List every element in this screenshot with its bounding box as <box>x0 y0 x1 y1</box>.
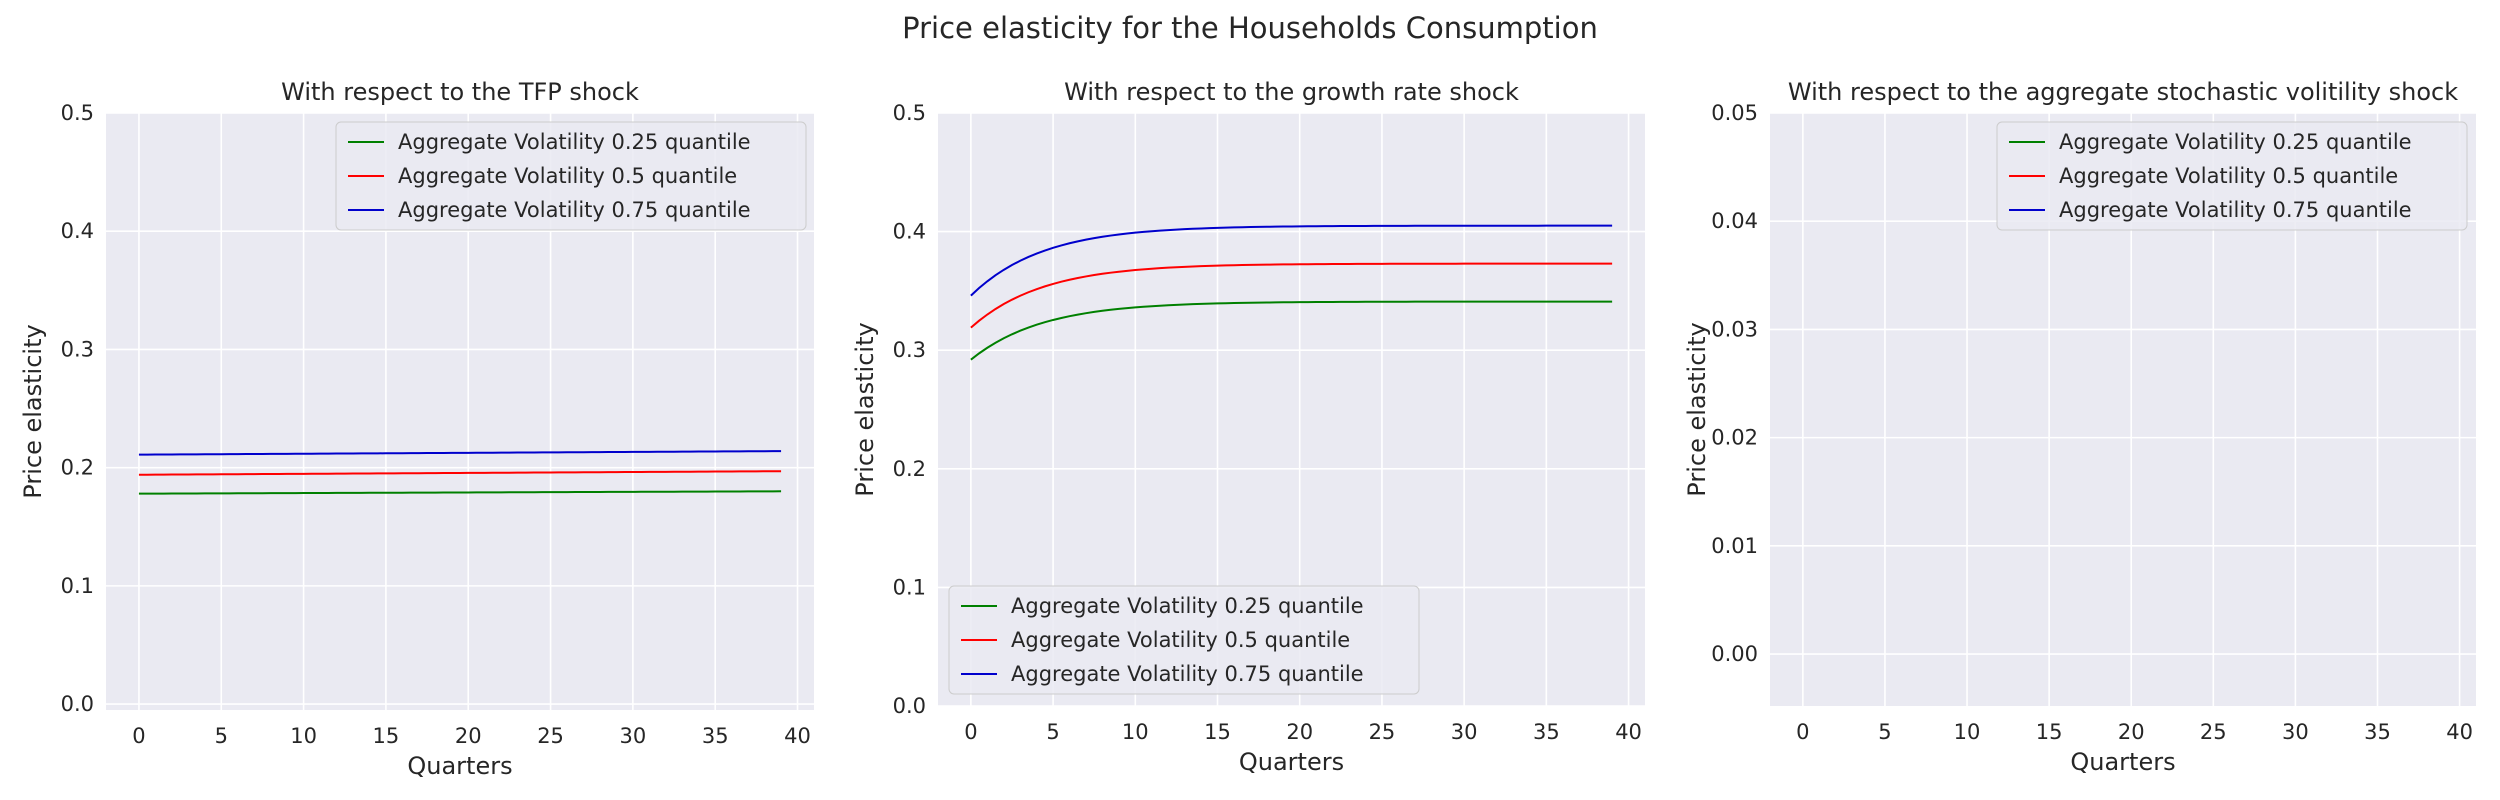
chart-panel-3: 0 5 10 15 20 25 30 35 40 0.00 0.01 0.02 0.03 0.04 0.05… <box>1683 78 2476 776</box>
y-tick-label: 0.3 <box>61 337 94 361</box>
legend-label: Aggregate Volatility 0.25 quantile <box>2059 130 2412 154</box>
y-tick-label: 0.3 <box>893 338 926 362</box>
y-axis-label: Price elasticity <box>1683 322 1711 496</box>
legend: Aggregate Volatility 0.25 quantile Aggreg… <box>335 121 807 231</box>
x-tick-label: 35 <box>1533 720 1560 744</box>
legend-box <box>1996 121 2468 231</box>
y-axis-label: Price elasticity <box>19 324 47 498</box>
x-tick-label: 30 <box>1451 720 1478 744</box>
x-axis-label: Quarters <box>1239 748 1344 776</box>
legend-label: Aggregate Volatility 0.5 quantile <box>1011 628 1350 652</box>
series-line-1 <box>138 490 782 495</box>
y-tick-label: 0.0 <box>893 694 926 718</box>
legend-label: Aggregate Volatility 0.75 quantile <box>398 198 751 222</box>
y-tick-label: 0.1 <box>61 574 94 598</box>
x-tick-label: 20 <box>1286 720 1313 744</box>
x-tick-label: 15 <box>373 724 400 748</box>
x-tick-label: 40 <box>1615 720 1642 744</box>
x-tick-label: 25 <box>537 724 564 748</box>
x-tick-label: 25 <box>2200 720 2227 744</box>
legend: Aggregate Volatility 0.25 quantile Aggreg… <box>948 585 1420 695</box>
series-line-3 <box>138 450 782 456</box>
y-tick-label: 0.1 <box>893 575 926 599</box>
y-tick-label: 0.02 <box>1711 426 1758 450</box>
y-tick-label: 0.01 <box>1711 534 1758 558</box>
x-tick-label: 35 <box>702 724 729 748</box>
x-tick-label: 20 <box>455 724 482 748</box>
x-tick-label: 15 <box>1204 720 1231 744</box>
chart-panel-2: 0 5 10 15 20 25 30 35 40 0.0 0.1 0.2 0.3 0.4 0.5 With r… <box>851 78 1645 776</box>
x-tick-label: 35 <box>2364 720 2391 744</box>
y-tick-label: 0.5 <box>893 101 926 125</box>
chart-panel-1: 0 5 10 15 20 25 30 35 40 0.0 0.1 0.2 0.3 0.4 0.5 With r… <box>19 78 814 780</box>
x-tick-label: 10 <box>1122 720 1149 744</box>
y-tick-label: 0.2 <box>61 456 94 480</box>
x-tick-label: 30 <box>2282 720 2309 744</box>
x-tick-label: 10 <box>290 724 317 748</box>
x-tick-label: 15 <box>2036 720 2063 744</box>
x-tick-label: 10 <box>1954 720 1981 744</box>
legend-label: Aggregate Volatility 0.75 quantile <box>2059 198 2412 222</box>
x-tick-label: 40 <box>784 724 811 748</box>
series-line-1 <box>970 300 1613 361</box>
legend-box <box>948 585 1420 695</box>
x-tick-label: 0 <box>132 724 145 748</box>
y-tick-label: 0.05 <box>1711 101 1758 125</box>
series-line-2 <box>138 470 782 476</box>
y-tick-label: 0.5 <box>61 101 94 125</box>
panel-title: With respect to the TFP shock <box>281 78 639 106</box>
y-axis-label: Price elasticity <box>851 322 879 496</box>
x-tick-label: 40 <box>2446 720 2473 744</box>
x-axis-label: Quarters <box>407 752 512 780</box>
x-tick-label: 5 <box>1878 720 1891 744</box>
x-axis-label: Quarters <box>2070 748 2175 776</box>
y-tick-label: 0.4 <box>893 220 926 244</box>
y-tick-label: 0.2 <box>893 457 926 481</box>
y-tick-label: 0.04 <box>1711 209 1758 233</box>
y-tick-label: 0.00 <box>1711 642 1758 666</box>
legend: Aggregate Volatility 0.25 quantile Aggreg… <box>1996 121 2468 231</box>
y-tick-label: 0.03 <box>1711 317 1758 341</box>
x-tick-label: 5 <box>1046 720 1059 744</box>
y-tick-label: 0.0 <box>61 692 94 716</box>
legend-label: Aggregate Volatility 0.75 quantile <box>1011 662 1364 686</box>
panel-title: With respect to the aggregate stochastic… <box>1788 78 2458 106</box>
series-line-2 <box>970 262 1613 329</box>
legend-label: Aggregate Volatility 0.5 quantile <box>398 164 737 188</box>
legend-label: Aggregate Volatility 0.25 quantile <box>1011 594 1364 618</box>
figure-title: Price elasticity for the Households Cons… <box>902 11 1598 45</box>
x-tick-label: 25 <box>1369 720 1396 744</box>
series-line-3 <box>970 224 1613 297</box>
x-tick-label: 0 <box>964 720 977 744</box>
legend-label: Aggregate Volatility 0.5 quantile <box>2059 164 2398 188</box>
panel-title: With respect to the growth rate shock <box>1064 78 1519 106</box>
x-tick-label: 20 <box>2118 720 2145 744</box>
legend-label: Aggregate Volatility 0.25 quantile <box>398 130 751 154</box>
x-tick-label: 30 <box>620 724 647 748</box>
y-tick-label: 0.4 <box>61 219 94 243</box>
x-tick-label: 0 <box>1796 720 1809 744</box>
legend-box <box>335 121 807 231</box>
x-tick-label: 5 <box>215 724 228 748</box>
